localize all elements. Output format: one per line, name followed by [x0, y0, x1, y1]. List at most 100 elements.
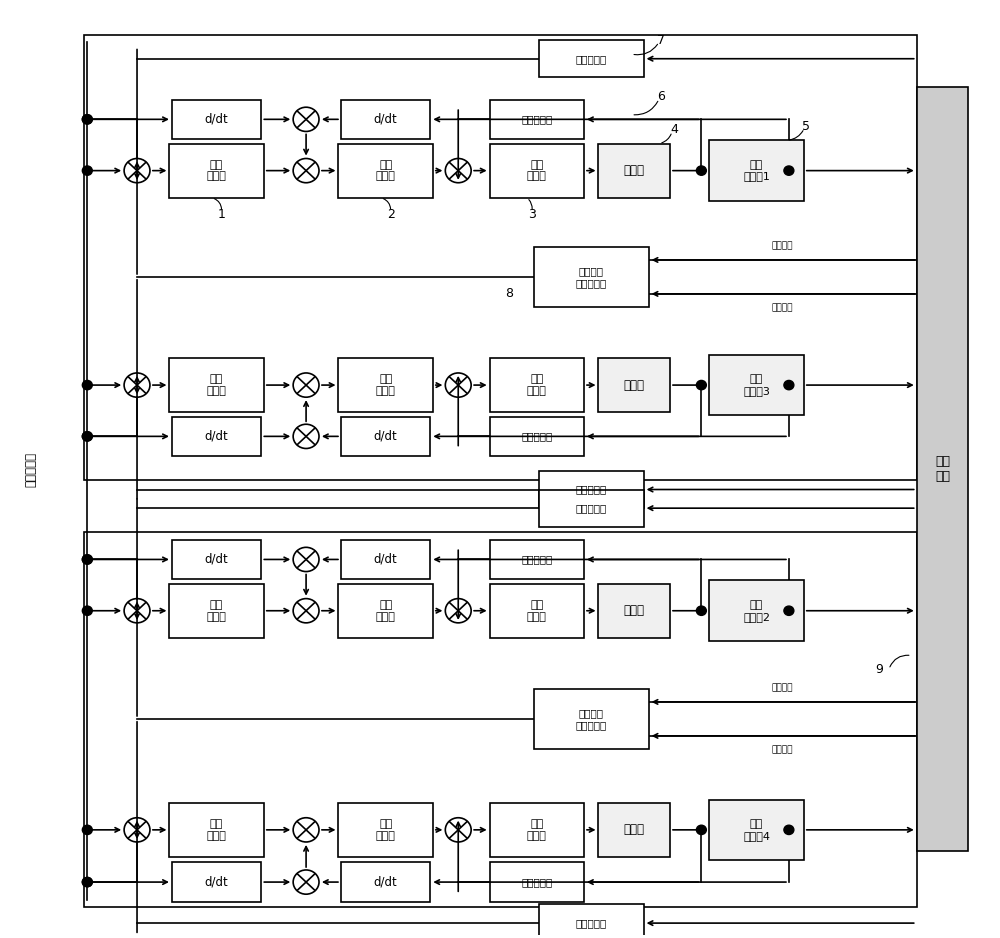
Circle shape [82, 877, 92, 886]
Text: d/dt: d/dt [374, 113, 398, 126]
Bar [338, 803, 433, 857]
Text: 位置
控制器: 位置 控制器 [207, 819, 227, 840]
Text: 位置
控制器: 位置 控制器 [207, 600, 227, 622]
Text: 伺服阀: 伺服阀 [624, 604, 645, 617]
Text: d/dt: d/dt [205, 113, 228, 126]
Text: 速度
控制器: 速度 控制器 [376, 819, 396, 840]
Text: 压差
控制器: 压差 控制器 [527, 159, 547, 181]
Circle shape [696, 825, 706, 835]
Bar [341, 540, 430, 579]
Text: 速度
控制器: 速度 控制器 [376, 374, 396, 396]
Text: 6: 6 [657, 89, 665, 102]
Bar [84, 36, 917, 480]
Circle shape [696, 606, 706, 615]
Bar [490, 144, 584, 198]
Bar [917, 86, 968, 852]
Bar [539, 490, 644, 527]
Text: 载重
平台: 载重 平台 [935, 455, 950, 483]
Bar [172, 863, 261, 901]
Text: 位置
控制器: 位置 控制器 [207, 374, 227, 396]
Circle shape [784, 381, 794, 390]
Bar [341, 416, 430, 456]
Text: 压差
控制器: 压差 控制器 [527, 819, 547, 840]
Text: 9: 9 [875, 663, 883, 676]
Text: 7: 7 [657, 34, 665, 47]
Bar [490, 99, 584, 139]
Text: 压差传感器: 压差传感器 [521, 431, 552, 442]
Circle shape [82, 431, 92, 441]
Bar [598, 803, 670, 857]
Text: d/dt: d/dt [205, 875, 228, 888]
Circle shape [82, 877, 92, 886]
Text: 垂荡
液压缸2: 垂荡 液压缸2 [743, 600, 770, 622]
Text: 垂荡
液压缸3: 垂荡 液压缸3 [743, 374, 770, 396]
Text: 5: 5 [802, 120, 810, 133]
Text: 位置传感器: 位置传感器 [576, 53, 607, 64]
Text: 垂荡
液压缸4: 垂荡 液压缸4 [743, 819, 770, 840]
Text: 位置测量: 位置测量 [772, 241, 793, 250]
Text: 速度
控制器: 速度 控制器 [376, 600, 396, 622]
Bar [534, 688, 649, 749]
Text: 位置期望值: 位置期望值 [24, 451, 37, 487]
Circle shape [82, 825, 92, 835]
Circle shape [696, 166, 706, 175]
Bar [539, 40, 644, 77]
Text: 压差传感器: 压差传感器 [521, 554, 552, 565]
Bar [341, 99, 430, 139]
Circle shape [82, 114, 92, 124]
Bar [490, 583, 584, 638]
Circle shape [82, 554, 92, 564]
Text: 伺服阀: 伺服阀 [624, 164, 645, 177]
Text: 位置交叉
耦合控制器: 位置交叉 耦合控制器 [576, 708, 607, 730]
Circle shape [82, 166, 92, 175]
Circle shape [784, 606, 794, 615]
Text: 4: 4 [670, 123, 678, 136]
Text: 垂荡
液压缸1: 垂荡 液压缸1 [743, 159, 770, 181]
Bar [172, 540, 261, 579]
Text: 位置传感器: 位置传感器 [576, 485, 607, 494]
Bar [490, 416, 584, 456]
Text: 位置传感器: 位置传感器 [576, 503, 607, 513]
Text: 位置测量: 位置测量 [772, 746, 793, 754]
Bar [539, 471, 644, 508]
Text: 位置测量: 位置测量 [772, 684, 793, 692]
Bar [490, 358, 584, 412]
Circle shape [784, 825, 794, 835]
Bar [598, 583, 670, 638]
Text: 8: 8 [505, 287, 513, 300]
Circle shape [696, 381, 706, 390]
Text: 2: 2 [387, 208, 395, 221]
Bar [490, 863, 584, 901]
Text: d/dt: d/dt [205, 552, 228, 566]
Bar [598, 144, 670, 198]
Text: 压差传感器: 压差传感器 [521, 114, 552, 125]
Bar [172, 99, 261, 139]
Text: d/dt: d/dt [374, 430, 398, 443]
Circle shape [82, 431, 92, 441]
Text: 1: 1 [218, 208, 225, 221]
Bar [169, 144, 264, 198]
Bar [169, 358, 264, 412]
Circle shape [82, 606, 92, 615]
Text: 位置
控制器: 位置 控制器 [207, 159, 227, 181]
Bar [534, 247, 649, 308]
Circle shape [82, 114, 92, 124]
Bar [338, 144, 433, 198]
Bar [172, 416, 261, 456]
Text: 3: 3 [528, 208, 536, 221]
Text: 伺服阀: 伺服阀 [624, 824, 645, 837]
Text: 伺服阀: 伺服阀 [624, 379, 645, 391]
Bar [341, 863, 430, 901]
Bar [709, 141, 804, 201]
Text: 压差
控制器: 压差 控制器 [527, 600, 547, 622]
Circle shape [784, 166, 794, 175]
Circle shape [82, 554, 92, 564]
Text: 速度
控制器: 速度 控制器 [376, 159, 396, 181]
Bar [338, 583, 433, 638]
Bar [490, 540, 584, 579]
Bar [84, 533, 917, 907]
Bar [338, 358, 433, 412]
Bar [490, 803, 584, 857]
Text: 压差传感器: 压差传感器 [521, 877, 552, 887]
Bar [598, 358, 670, 412]
